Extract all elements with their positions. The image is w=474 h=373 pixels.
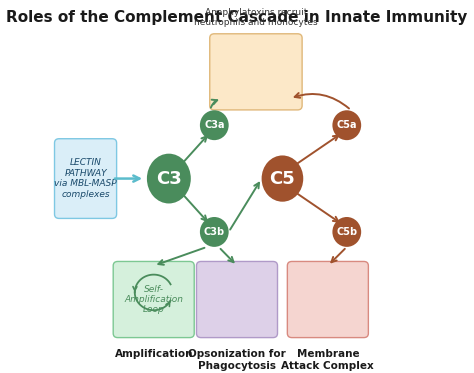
Text: Opsonization for
Phagocytosis: Opsonization for Phagocytosis: [188, 350, 286, 371]
Ellipse shape: [332, 110, 361, 140]
FancyBboxPatch shape: [113, 261, 194, 338]
Text: Membrane
Attack Complex: Membrane Attack Complex: [282, 350, 374, 371]
Text: Roles of the Complement Cascade in Innate Immunity: Roles of the Complement Cascade in Innat…: [6, 10, 468, 25]
Text: LECTIN
PATHWAY
via MBL-MASP
complexes: LECTIN PATHWAY via MBL-MASP complexes: [54, 159, 117, 199]
Ellipse shape: [262, 156, 303, 202]
Ellipse shape: [200, 217, 228, 247]
Text: C5: C5: [270, 170, 295, 188]
Ellipse shape: [147, 154, 191, 204]
Text: C3a: C3a: [204, 120, 225, 130]
FancyBboxPatch shape: [197, 261, 277, 338]
Ellipse shape: [200, 110, 228, 140]
Text: C5b: C5b: [336, 227, 357, 237]
Text: Amplification: Amplification: [114, 350, 193, 359]
Text: C3b: C3b: [204, 227, 225, 237]
FancyBboxPatch shape: [55, 139, 117, 219]
FancyBboxPatch shape: [210, 34, 302, 110]
FancyBboxPatch shape: [287, 261, 368, 338]
Text: C5a: C5a: [337, 120, 357, 130]
Text: Self-
Amplification
Loop: Self- Amplification Loop: [124, 285, 183, 314]
Text: C3: C3: [156, 170, 182, 188]
Text: Anaphylatoxins recruit
neutrophils and monocytes: Anaphylatoxins recruit neutrophils and m…: [194, 8, 318, 27]
Ellipse shape: [332, 217, 361, 247]
